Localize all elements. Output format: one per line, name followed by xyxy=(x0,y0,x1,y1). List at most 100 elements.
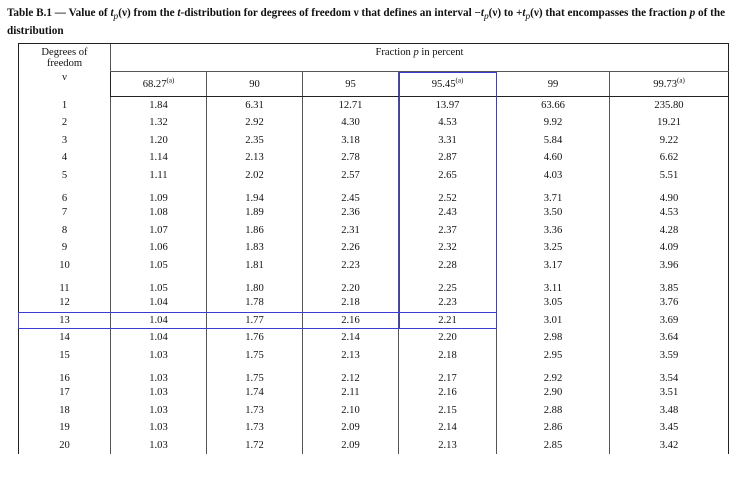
value-cell: 3.17 xyxy=(496,256,610,274)
value-cell: 2.98 xyxy=(496,329,610,347)
column-header-label: 99 xyxy=(547,78,559,90)
value-cell: 2.23 xyxy=(398,294,497,312)
caption-t3: t xyxy=(522,7,526,19)
value-cell: 1.03 xyxy=(110,436,207,454)
caption-text-6: of the distribution xyxy=(7,7,726,38)
column-header-label: 99.73 xyxy=(653,78,678,90)
value-cell: 3.54 xyxy=(609,364,729,384)
value-cell: 1.89 xyxy=(206,204,303,222)
value-cell: 1.14 xyxy=(110,149,207,167)
value-cell: 2.78 xyxy=(302,149,399,167)
dof-cell: 11 xyxy=(18,274,111,294)
value-cell: 6.31 xyxy=(206,96,303,114)
value-cell: 1.09 xyxy=(110,184,207,204)
dof-header: Degrees of freedom ν xyxy=(18,43,111,97)
value-cell: 2.20 xyxy=(398,329,497,347)
value-cell: 1.83 xyxy=(206,239,303,257)
value-cell: 2.10 xyxy=(302,401,399,419)
table-row: 6 1.09 1.94 2.45 2.52 3.71 4.90 xyxy=(18,184,729,204)
value-cell: 1.20 xyxy=(110,131,207,149)
value-cell: 5.51 xyxy=(609,166,729,184)
column-header-label: 68.27 xyxy=(142,78,167,90)
table-row: 5 1.11 2.02 2.57 2.65 4.03 5.51 xyxy=(18,166,729,184)
value-cell: 1.86 xyxy=(206,221,303,239)
value-cell: 2.09 xyxy=(302,419,399,437)
table-row: 17 1.03 1.74 2.11 2.16 2.90 3.51 xyxy=(18,384,729,402)
value-cell: 2.90 xyxy=(496,384,610,402)
caption-p-subscript: p xyxy=(113,12,119,23)
value-cell: 1.73 xyxy=(206,401,303,419)
value-cell: 1.07 xyxy=(110,221,207,239)
value-cell: 2.12 xyxy=(302,364,399,384)
column-header-footnote: (a) xyxy=(166,75,175,84)
value-cell: 2.92 xyxy=(496,364,610,384)
value-cell: 4.03 xyxy=(496,166,610,184)
dof-cell: 12 xyxy=(18,294,111,312)
dof-cell: 17 xyxy=(18,384,111,402)
table-row: 9 1.06 1.83 2.26 2.32 3.25 4.09 xyxy=(18,239,729,257)
dof-cell: 5 xyxy=(18,166,111,184)
value-cell: 1.03 xyxy=(110,346,207,364)
value-cell: 1.77 xyxy=(206,311,303,329)
value-cell: 3.36 xyxy=(496,221,610,239)
value-cell: 3.42 xyxy=(609,436,729,454)
value-cell: 1.78 xyxy=(206,294,303,312)
value-cell: 1.04 xyxy=(110,311,207,329)
column-header-95: 95 xyxy=(302,71,399,97)
table-row: 2 1.32 2.92 4.30 4.53 9.92 19.21 xyxy=(18,114,729,132)
column-header-footnote: (a) xyxy=(455,75,464,84)
dof-header-line1: Degrees of xyxy=(41,47,88,58)
dof-header-line2: freedom xyxy=(46,58,83,69)
value-cell: 2.88 xyxy=(496,401,610,419)
table-row: 7 1.08 1.89 2.36 2.43 3.50 4.53 xyxy=(18,204,729,222)
column-header-row: 68.27(a) 90 95 95.45(a) 99 99.73(a) xyxy=(19,71,729,97)
dof-cell: 15 xyxy=(18,346,111,364)
value-cell: 3.48 xyxy=(609,401,729,419)
value-cell: 2.32 xyxy=(398,239,497,257)
caption-text-5: that encompasses the fraction xyxy=(542,7,690,19)
dof-cell: 2 xyxy=(18,114,111,132)
caption-text-4: to + xyxy=(501,7,523,19)
table-row: 15 1.03 1.75 2.13 2.18 2.95 3.59 xyxy=(18,346,729,364)
value-cell: 63.66 xyxy=(496,96,610,114)
dof-cell: 6 xyxy=(18,184,111,204)
value-cell: 2.16 xyxy=(302,311,399,329)
caption-p-fraction: p xyxy=(689,7,696,19)
value-cell: 3.85 xyxy=(609,274,729,294)
column-header-68.27: 68.27(a) xyxy=(110,71,207,97)
column-header-99.73: 99.73(a) xyxy=(609,71,729,97)
dof-cell: 14 xyxy=(18,329,111,347)
value-cell: 2.13 xyxy=(398,436,497,454)
table-row: 10 1.05 1.81 2.23 2.28 3.17 3.96 xyxy=(18,256,729,274)
value-cell: 3.18 xyxy=(302,131,399,149)
table-row: 13 1.04 1.77 2.16 2.21 3.01 3.69 xyxy=(18,311,729,329)
value-cell: 2.13 xyxy=(206,149,303,167)
value-cell: 1.72 xyxy=(206,436,303,454)
value-cell: 2.45 xyxy=(302,184,399,204)
value-cell: 3.76 xyxy=(609,294,729,312)
table-caption: Table B.1 — Value of tp(ν) from the t-di… xyxy=(7,6,732,38)
value-cell: 3.11 xyxy=(496,274,610,294)
dof-cell: 3 xyxy=(18,131,111,149)
table-row: 16 1.03 1.75 2.12 2.17 2.92 3.54 xyxy=(18,364,729,384)
value-cell: 1.04 xyxy=(110,329,207,347)
value-cell: 2.36 xyxy=(302,204,399,222)
dof-cell: 10 xyxy=(18,256,111,274)
value-cell: 2.02 xyxy=(206,166,303,184)
table-row: 1 1.84 6.31 12.71 13.97 63.66 235.80 xyxy=(18,96,729,114)
dof-cell: 13 xyxy=(18,311,111,329)
fraction-header-p: p xyxy=(413,47,419,58)
value-cell: 2.28 xyxy=(398,256,497,274)
value-cell: 2.31 xyxy=(302,221,399,239)
fraction-header: Fraction p in percent xyxy=(110,43,729,72)
value-cell: 3.51 xyxy=(609,384,729,402)
value-cell: 1.94 xyxy=(206,184,303,204)
value-cell: 2.18 xyxy=(398,346,497,364)
value-cell: 5.84 xyxy=(496,131,610,149)
caption-v2: (ν) xyxy=(488,7,502,19)
value-cell: 2.95 xyxy=(496,346,610,364)
value-cell: 3.25 xyxy=(496,239,610,257)
value-cell: 1.76 xyxy=(206,329,303,347)
column-header-label: 95.45 xyxy=(431,78,456,90)
value-cell: 9.92 xyxy=(496,114,610,132)
